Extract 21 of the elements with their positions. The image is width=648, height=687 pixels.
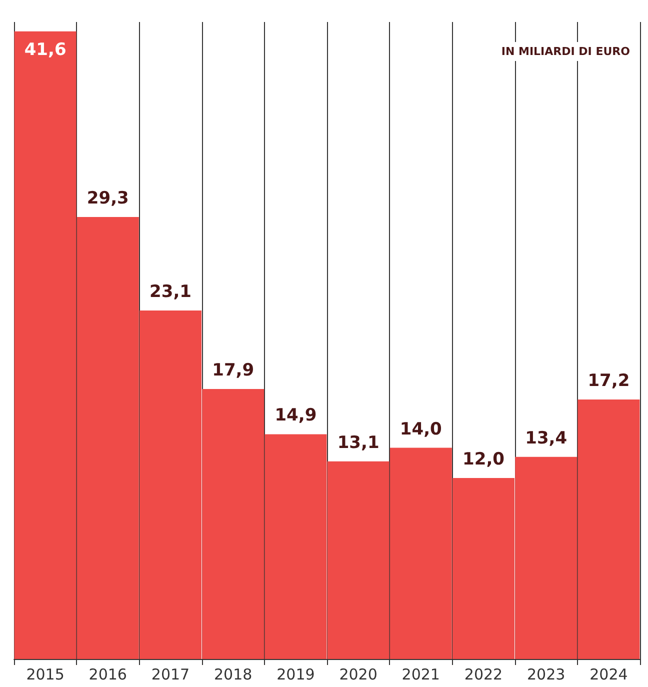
data-label: 12,0 <box>462 449 505 470</box>
x-tick-label: 2023 <box>527 666 566 684</box>
x-tick-label: 2017 <box>151 666 190 684</box>
data-label: 17,9 <box>212 360 254 380</box>
data-label: 23,1 <box>150 282 192 302</box>
data-label: 13,4 <box>525 428 568 448</box>
x-tick-label: 2022 <box>464 666 503 684</box>
x-tick-label: 2020 <box>339 666 378 684</box>
x-tick-label: 2019 <box>276 666 315 684</box>
data-label: 14,0 <box>400 419 442 440</box>
data-label: 29,3 <box>86 188 129 208</box>
data-label: 41,6 <box>24 40 66 60</box>
data-label: 13,1 <box>337 432 380 453</box>
x-tick-label: 2018 <box>214 666 252 684</box>
x-tick-label: 2015 <box>26 666 64 684</box>
x-tick-label: 2016 <box>88 666 127 684</box>
data-label: 14,9 <box>274 406 317 426</box>
x-tick-label: 2021 <box>402 666 440 684</box>
x-tick-label: 2024 <box>590 666 628 684</box>
text: IN MILIARDI DI EURO <box>501 45 630 58</box>
data-label: 17,2 <box>588 371 630 392</box>
